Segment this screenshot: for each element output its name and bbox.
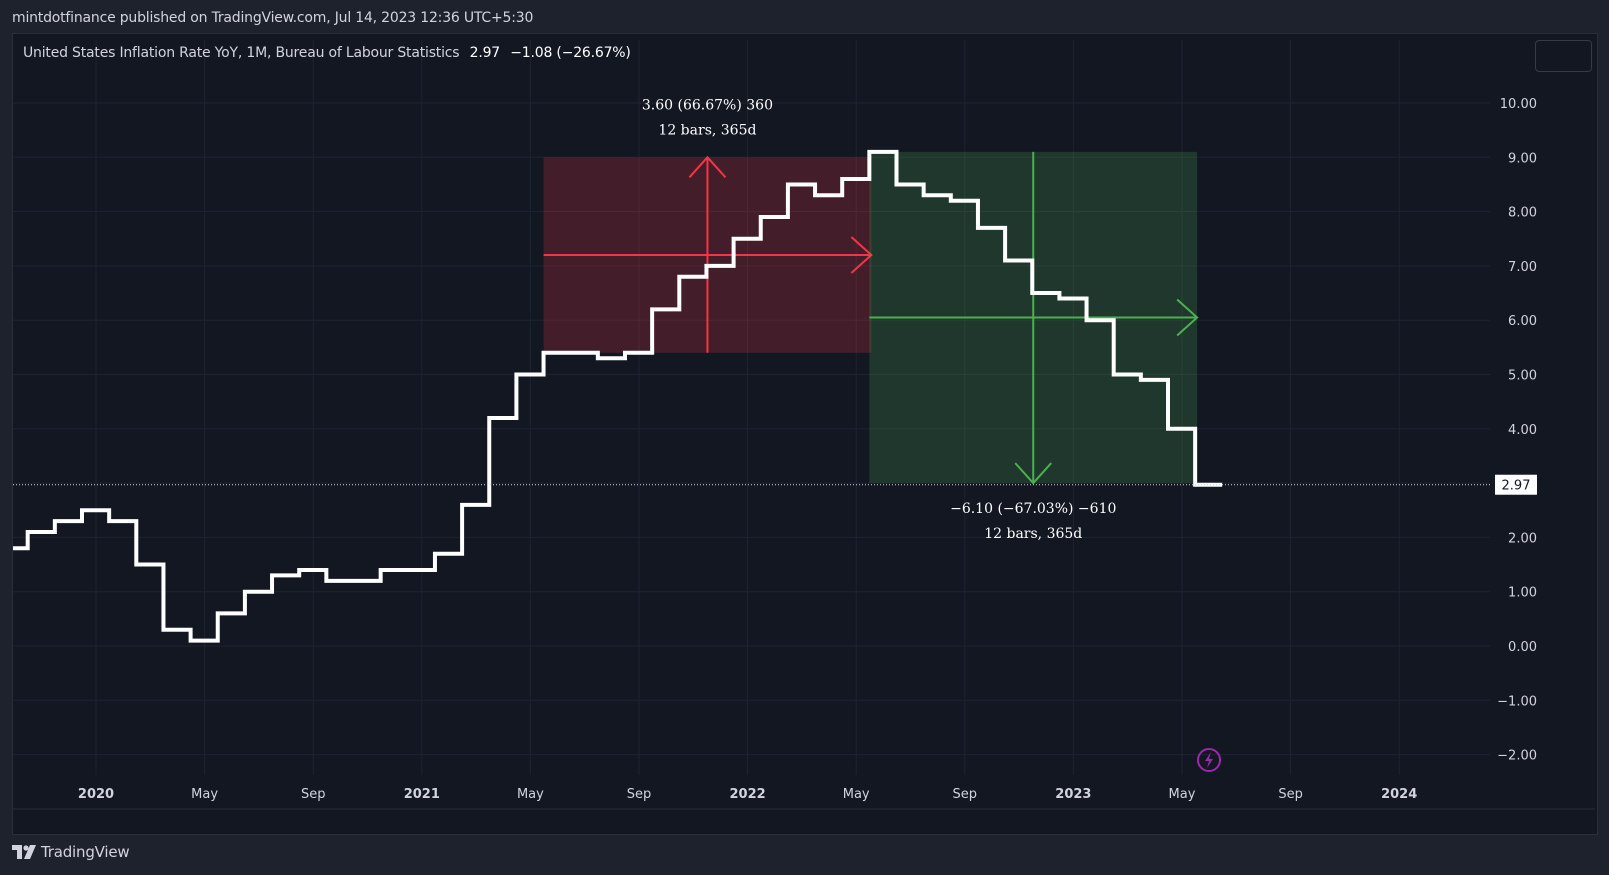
- x-tick-label: Sep: [1278, 787, 1303, 802]
- y-tick-label: 1.00: [1508, 586, 1537, 601]
- x-tick-label: May: [843, 787, 870, 802]
- y-tick-label: 2.00: [1508, 531, 1537, 546]
- legend-last-value: 2.97: [469, 45, 501, 61]
- legend-series-name: United States Inflation Rate YoY, 1M, Bu…: [23, 45, 460, 61]
- tradingview-brand: TradingView: [41, 843, 130, 861]
- y-tick-label: 9.00: [1508, 151, 1537, 166]
- measure-horizontal-arrowhead: [1176, 298, 1199, 337]
- measure-label-value: 3.60 (66.67%) 360: [642, 97, 773, 113]
- series-layer: [13, 149, 1490, 643]
- y-tick-label: 8.00: [1508, 206, 1537, 221]
- x-tick-label: Sep: [953, 787, 978, 802]
- y-tick-label: 10.00: [1500, 97, 1537, 112]
- series-line: [13, 149, 1223, 643]
- tradingview-logo-icon: [12, 845, 36, 859]
- chart-pane[interactable]: [12, 33, 1598, 835]
- x-tick-label: Sep: [301, 787, 326, 802]
- measure-up: 3.60 (66.67%) 360 12 bars, 365d: [543, 97, 873, 353]
- chart-legend: United States Inflation Rate YoY, 1M, Bu…: [23, 45, 631, 61]
- chart-widget-box[interactable]: [1535, 40, 1592, 72]
- x-tick-label: 2022: [730, 787, 766, 802]
- legend-change: −1.08 (−26.67%): [510, 45, 631, 61]
- y-tick-label: 0.00: [1508, 640, 1537, 655]
- x-axis: 2020 May Sep 2021 May Sep 2022 May Sep 2023 May Sep…: [78, 787, 1417, 802]
- snapshot-icon[interactable]: [1197, 748, 1221, 772]
- y-tick-label: 5.00: [1508, 369, 1537, 384]
- published-info: mintdotfinance published on TradingView.…: [12, 10, 534, 26]
- grid: [13, 40, 1595, 810]
- y-tick-label: 7.00: [1508, 260, 1537, 275]
- x-tick-label: 2024: [1381, 787, 1417, 802]
- measure-horizontal-arrowhead: [850, 236, 873, 274]
- y-axis: 10.009.008.007.006.005.004.003.002.001.0…: [1495, 97, 1537, 764]
- measure-vertical-arrowhead: [1014, 462, 1052, 485]
- last-price-badge: [1495, 474, 1537, 495]
- y-tick-label: 6.00: [1508, 314, 1537, 329]
- y-tick-label: 4.00: [1508, 423, 1537, 438]
- tradingview-footer[interactable]: TradingView: [12, 842, 130, 862]
- x-tick-label: 2021: [404, 787, 440, 802]
- x-tick-label: May: [191, 787, 218, 802]
- measure-label-bars: 12 bars, 365d: [658, 122, 756, 138]
- measure-label-value: −6.10 (−67.03%) −610: [950, 501, 1116, 517]
- y-tick-label: −2.00: [1497, 749, 1537, 764]
- y-tick-label: −1.00: [1497, 694, 1537, 709]
- x-tick-label: 2020: [78, 787, 114, 802]
- x-tick-label: May: [517, 787, 544, 802]
- x-tick-label: May: [1169, 787, 1196, 802]
- measure-down: −6.10 (−67.03%) −610 12 bars, 365d: [869, 151, 1199, 542]
- measure-vertical-arrowhead: [688, 155, 727, 178]
- x-tick-label: 2023: [1055, 787, 1091, 802]
- last-price-label: 2.97: [1502, 479, 1531, 494]
- x-tick-label: Sep: [627, 787, 652, 802]
- measure-label-bars: 12 bars, 365d: [984, 526, 1082, 542]
